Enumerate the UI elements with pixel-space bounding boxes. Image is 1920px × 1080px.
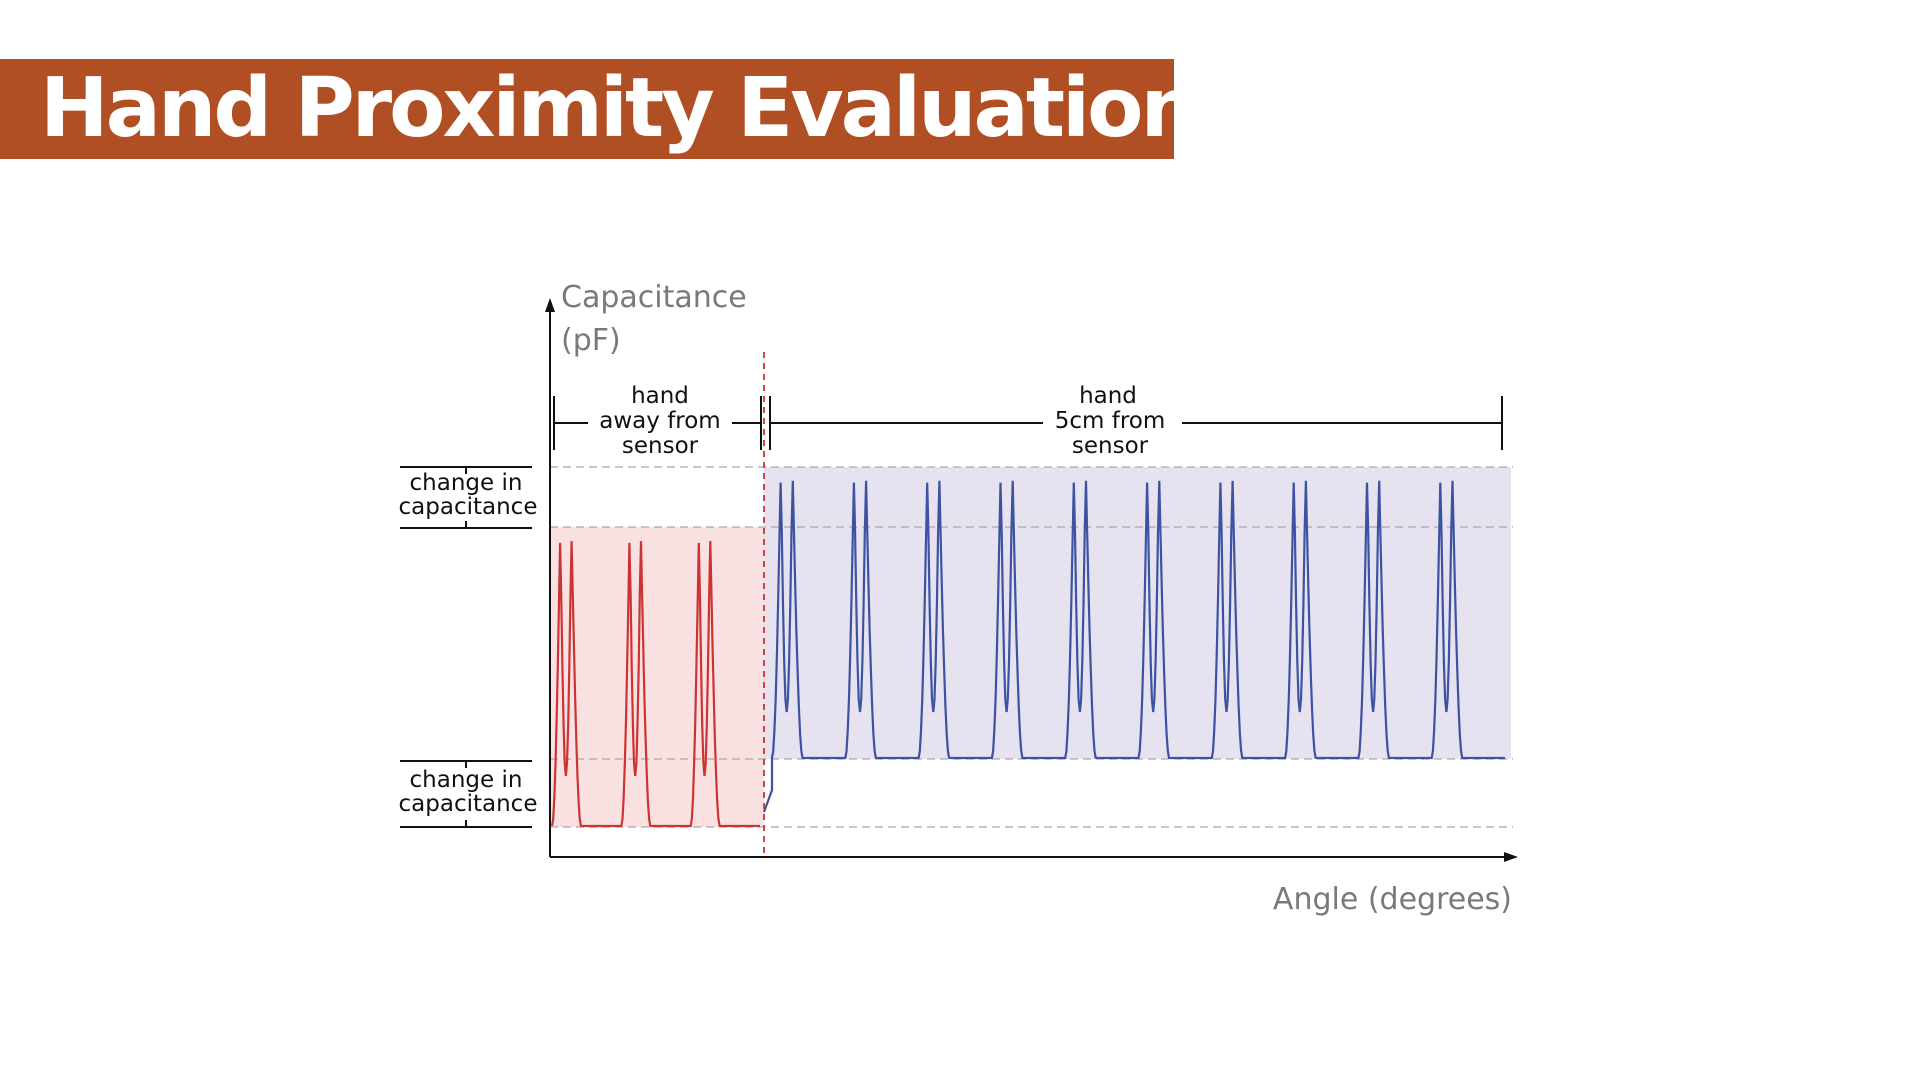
upper-bracket-label-line2: capacitance (399, 494, 538, 520)
x-axis-arrow (1504, 852, 1518, 862)
lower-bracket-label-line1: change in (410, 767, 523, 793)
title-banner: Hand Proximity Evaluation (0, 59, 1199, 159)
upper-bracket-label-line1: change in (410, 470, 523, 496)
near-label-line3: sensor (1072, 433, 1149, 459)
away-label-line2: away from (599, 408, 720, 434)
near-label-line2: 5cm from (1055, 408, 1166, 434)
away-label-line3: sensor (622, 433, 699, 459)
near-signal-line (762, 480, 1505, 813)
away-label-line1: hand (631, 383, 689, 409)
y-axis-arrow (545, 298, 555, 312)
away-signal-line (550, 541, 760, 828)
page-title: Hand Proximity Evaluation (40, 61, 1199, 156)
near-label-line1: hand (1079, 383, 1137, 409)
lower-bracket-label-line2: capacitance (399, 791, 538, 817)
y-axis-label-line1: Capacitance (561, 280, 747, 315)
away-region-fill (550, 527, 764, 827)
x-axis-label: Angle (degrees) (1273, 882, 1512, 917)
near-region-fill (764, 467, 1511, 759)
y-axis-label-line2: (pF) (561, 323, 621, 358)
